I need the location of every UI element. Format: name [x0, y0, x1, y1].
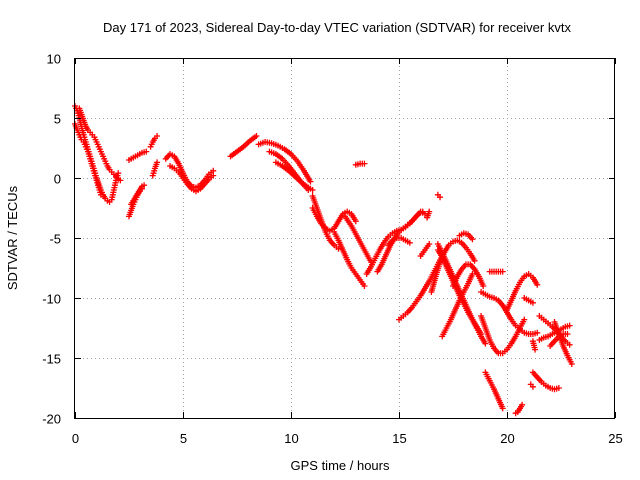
- series-track-03: [76, 105, 124, 184]
- series-track-38: [504, 271, 541, 313]
- data-point: [361, 160, 368, 167]
- series-track-16: [309, 205, 359, 234]
- series-track-40: [529, 338, 539, 353]
- y-tick-label: 10: [47, 52, 61, 67]
- y-tick-label: 5: [54, 112, 61, 127]
- data-point: [482, 340, 489, 347]
- grid: [75, 58, 615, 418]
- x-tick-label: 10: [284, 431, 298, 446]
- series-track-22: [385, 235, 413, 249]
- series-track-26: [434, 191, 444, 201]
- data-point: [117, 177, 124, 184]
- data-point: [534, 281, 541, 288]
- x-axis-label: GPS time / hours: [291, 458, 390, 473]
- data-point: [519, 401, 526, 408]
- series-track-19: [352, 160, 368, 168]
- y-tick-label: -20: [42, 412, 61, 427]
- series-track-06: [126, 148, 150, 163]
- data-point: [141, 182, 148, 189]
- data-point: [564, 331, 571, 337]
- data-point: [529, 299, 536, 306]
- data-point: [499, 268, 506, 275]
- data-point: [534, 329, 541, 336]
- data-point: [521, 316, 528, 323]
- series-track-10: [167, 163, 217, 195]
- series-track-32: [456, 230, 476, 243]
- series-track-05: [128, 182, 148, 208]
- x-tick-label: 0: [72, 431, 79, 446]
- series-track-17: [331, 229, 368, 289]
- x-tick-label: 5: [180, 431, 187, 446]
- series-track-46: [547, 331, 571, 349]
- data-point: [437, 194, 444, 201]
- data-point: [115, 170, 122, 177]
- chart-title: Day 171 of 2023, Sidereal Day-to-day VTE…: [103, 20, 571, 35]
- data-point: [529, 383, 536, 390]
- data-point: [406, 239, 413, 246]
- data-point: [352, 218, 359, 225]
- y-tick-label: -5: [49, 232, 61, 247]
- data-point: [566, 341, 573, 348]
- series-track-11: [227, 133, 260, 160]
- data-point: [566, 322, 573, 329]
- data-point: [154, 159, 161, 166]
- data-point: [499, 405, 506, 412]
- data-point: [426, 208, 433, 215]
- y-tick-label: 0: [54, 172, 61, 187]
- y-tick-label: -15: [42, 352, 61, 367]
- series-track-35: [486, 268, 506, 275]
- series-track-02: [72, 121, 104, 198]
- data-point: [426, 241, 433, 247]
- data-point: [143, 148, 150, 155]
- series-track-04: [126, 185, 145, 220]
- data-point: [361, 283, 368, 289]
- series-track-31: [450, 261, 487, 289]
- series-track-18: [342, 213, 374, 265]
- data-point: [154, 133, 161, 139]
- data-point: [309, 187, 316, 193]
- series-track-27: [428, 237, 478, 295]
- series-track-24: [417, 241, 433, 259]
- x-tick-label: 20: [500, 431, 514, 446]
- axis-ticks: [75, 58, 616, 419]
- data-point: [97, 191, 104, 198]
- series-track-25: [424, 208, 433, 221]
- data-point: [480, 283, 487, 289]
- data-point: [469, 271, 476, 277]
- series-track-42: [529, 369, 562, 393]
- data-point: [210, 172, 217, 179]
- series-track-15: [309, 193, 342, 252]
- series-track-30: [439, 271, 476, 340]
- series-track-43: [536, 322, 573, 343]
- series-track-36: [482, 369, 506, 412]
- axis-tick-labels: 0 5 10 15 20 25 -20 -15 -10 -5 0 5 10: [42, 52, 623, 447]
- series-track-37: [512, 401, 526, 417]
- data-point: [568, 361, 575, 367]
- x-tick-label: 15: [392, 431, 406, 446]
- series-track-41: [527, 381, 536, 390]
- x-tick-label: 25: [608, 431, 622, 446]
- series-track-39: [521, 295, 536, 306]
- series-track-08: [149, 159, 161, 179]
- data-point: [307, 178, 314, 185]
- series-track-07: [147, 133, 161, 150]
- data-point: [555, 385, 562, 391]
- series-track-09: [162, 151, 217, 191]
- y-tick-label: -10: [42, 292, 61, 307]
- data-point: [478, 331, 485, 337]
- series-track-14: [272, 159, 316, 193]
- series-track-12: [255, 139, 314, 185]
- series-track-33: [478, 313, 528, 357]
- data-marks: [72, 103, 575, 417]
- y-axis-label: SDTVAR / TECUs: [5, 185, 20, 290]
- data-point: [532, 346, 539, 353]
- data-point: [469, 236, 476, 243]
- data-point: [471, 257, 478, 264]
- data-point: [253, 133, 260, 139]
